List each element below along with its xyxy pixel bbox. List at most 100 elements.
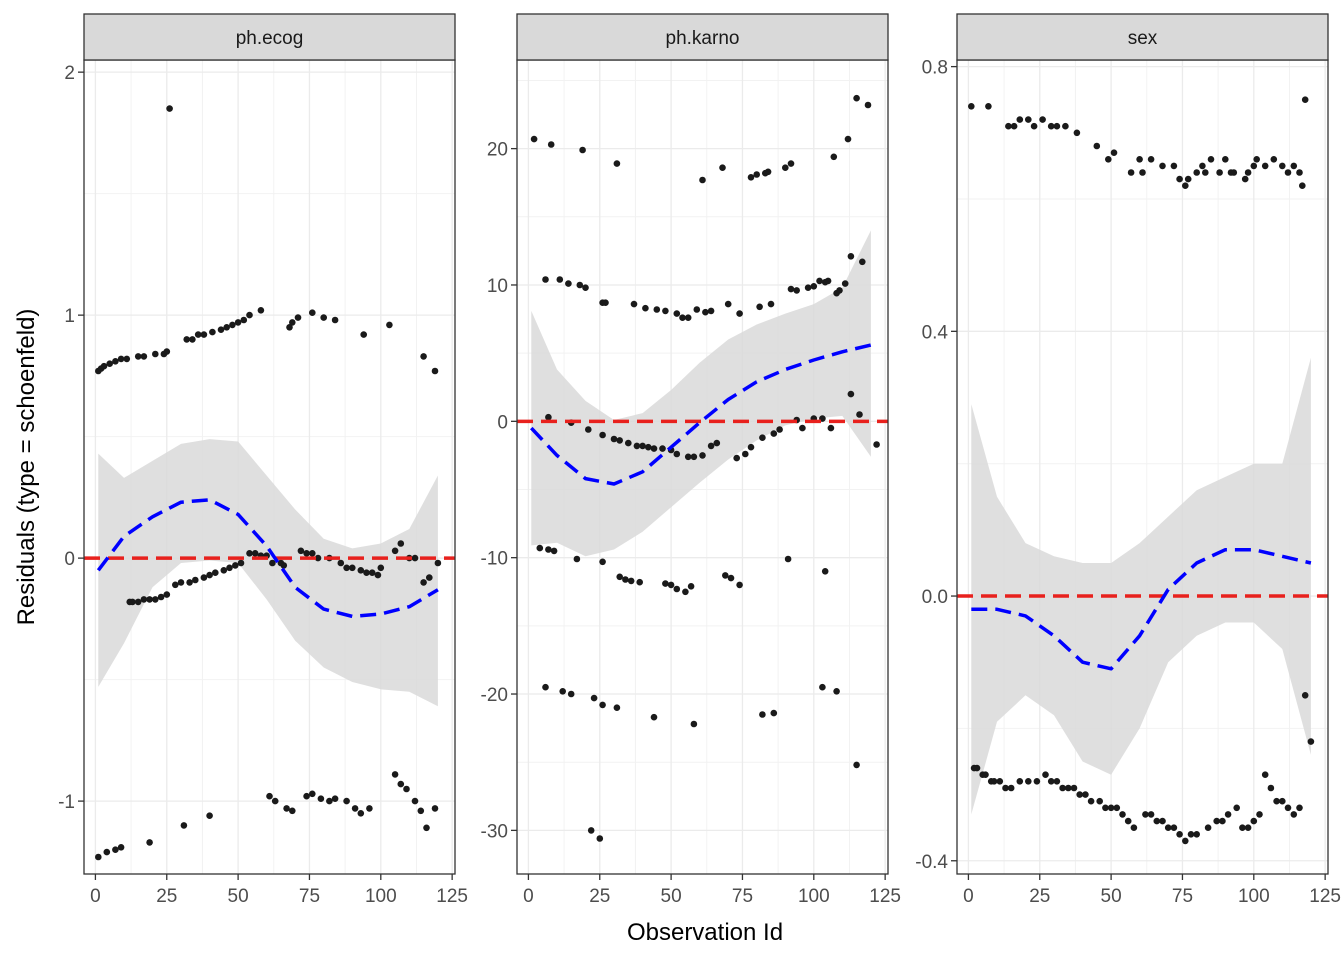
data-point: [699, 452, 706, 459]
data-point: [1159, 817, 1166, 825]
data-point: [682, 588, 689, 596]
data-point: [1047, 122, 1055, 130]
data-point: [650, 713, 658, 721]
data-point: [659, 445, 666, 452]
data-point: [1053, 778, 1061, 785]
data-point: [1261, 771, 1269, 778]
data-point: [1087, 797, 1095, 805]
data-point: [220, 567, 228, 574]
data-point: [366, 805, 373, 812]
data-point: [542, 683, 549, 691]
data-point: [360, 331, 368, 338]
data-point: [645, 443, 652, 451]
data-point: [294, 314, 302, 321]
data-point: [616, 573, 623, 581]
data-point: [117, 844, 125, 851]
data-point: [349, 564, 356, 572]
data-point: [112, 358, 119, 365]
data-point: [140, 596, 148, 603]
data-point: [1222, 156, 1229, 163]
data-point: [1127, 169, 1135, 176]
data-point: [816, 277, 823, 285]
data-point: [289, 807, 296, 815]
data-point: [397, 540, 405, 547]
data-point: [271, 797, 279, 805]
data-point: [1030, 122, 1038, 130]
data-point: [1164, 824, 1172, 831]
data-point: [1199, 162, 1206, 170]
data-point: [1053, 122, 1061, 130]
data-point: [770, 430, 778, 437]
data-point: [996, 778, 1004, 785]
confidence-ribbon: [971, 357, 1311, 815]
data-point: [1279, 797, 1286, 805]
data-point: [212, 569, 219, 576]
data-point: [576, 281, 584, 289]
data-point: [246, 550, 253, 557]
data-point: [759, 434, 766, 442]
data-point: [217, 326, 225, 334]
data-point: [280, 562, 288, 569]
data-point: [1025, 778, 1032, 785]
y-tick-label: 0.8: [922, 58, 948, 79]
data-point: [343, 797, 350, 805]
data-point: [112, 846, 119, 853]
data-point: [1193, 831, 1200, 838]
data-point: [431, 367, 439, 375]
data-point: [1202, 169, 1209, 176]
data-point: [237, 559, 245, 567]
data-point: [95, 853, 102, 861]
data-point: [152, 596, 159, 603]
x-tick-label: 0: [963, 886, 974, 907]
data-point: [357, 810, 365, 817]
data-point: [1025, 116, 1032, 123]
data-point: [1147, 156, 1155, 163]
data-point: [289, 319, 296, 326]
confidence-ribbon: [531, 230, 871, 557]
data-point: [309, 309, 316, 317]
data-point: [1253, 156, 1260, 163]
panel-sex: sex 0 25 50 75 100 125 -0.4 0.0 0.4 0.8: [915, 13, 1341, 907]
data-point: [784, 555, 792, 563]
data-point: [1076, 791, 1083, 798]
data-point: [559, 688, 566, 695]
data-point: [257, 307, 265, 314]
data-point: [1170, 162, 1178, 170]
data-point: [1136, 156, 1143, 163]
data-point: [1147, 811, 1155, 818]
x-tick-label: 75: [732, 886, 753, 907]
x-tick-label: 50: [228, 886, 249, 907]
y-tick-label: 2: [64, 63, 75, 84]
x-axis-title: Observation Id: [627, 919, 783, 946]
data-point: [684, 453, 692, 461]
data-point: [1187, 831, 1195, 838]
data-point: [602, 299, 609, 307]
data-point: [636, 578, 643, 586]
data-point: [642, 304, 649, 312]
x-tick-label: 0: [523, 886, 534, 907]
data-point: [1065, 784, 1072, 792]
data-point: [782, 164, 789, 171]
data-point: [653, 306, 661, 313]
data-point: [411, 797, 419, 805]
data-point: [673, 450, 681, 458]
data-point: [1301, 96, 1309, 103]
data-point: [303, 792, 310, 800]
data-point: [309, 550, 316, 557]
data-point: [550, 547, 558, 555]
data-point: [357, 567, 365, 574]
data-point: [1130, 824, 1138, 831]
data-point: [707, 307, 715, 315]
data-point: [1110, 149, 1118, 156]
data-point: [286, 324, 293, 331]
data-point: [847, 390, 855, 398]
data-point: [542, 276, 549, 283]
data-point: [166, 105, 173, 112]
data-point: [1250, 817, 1258, 825]
data-point: [232, 562, 239, 569]
data-point: [733, 454, 740, 462]
data-point: [411, 554, 419, 562]
data-point: [331, 316, 339, 324]
data-point: [1261, 162, 1269, 170]
data-point: [990, 778, 998, 785]
